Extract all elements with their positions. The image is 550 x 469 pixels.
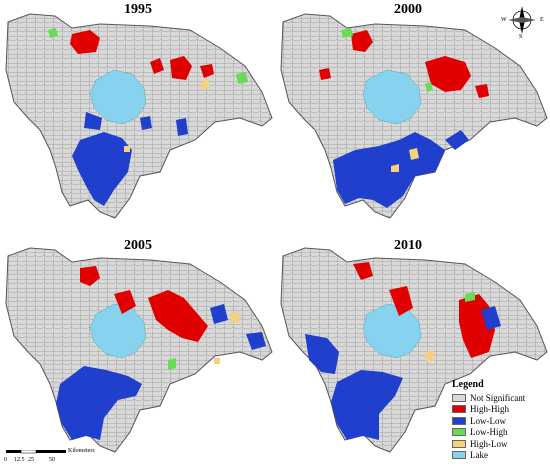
map-legend: Legend Not Significant High-High Low-Low… [452,379,548,461]
legend-swatch [452,439,466,448]
legend-label: Lake [470,450,488,461]
panel-year-label: 2005 [124,238,152,253]
map-panel-2010: 2010 [275,234,550,468]
legend-item-lake: Lake [452,450,548,462]
low-high-clusters [341,28,433,92]
study-area-outline [5,247,273,453]
high-high-clusters [80,266,208,342]
scale-tick-1: 12.5 [14,457,25,463]
panel-year-label: 2000 [394,2,422,17]
legend-item-low-low: Low-Low [452,415,548,427]
legend-label: Low-High [470,427,508,438]
compass-n-label: N [519,0,523,2]
high-high-clusters [70,30,214,80]
study-area-outline [280,13,548,219]
low-high-clusters [48,28,248,84]
low-low-clusters [56,304,266,440]
scale-bar: 0 12.5 25 50 Kilometers [4,448,124,468]
compass-e-label: E [540,17,544,23]
panel-year-label: 2010 [394,238,422,253]
lake [362,69,422,125]
high-high-clusters [319,30,489,98]
low-high-clusters [465,292,475,302]
scale-tick-2: 25 [28,457,34,463]
legend-swatch [452,405,466,414]
legend-label: High-High [470,404,509,415]
high-low-clusters [425,350,435,362]
scale-unit: Kilometers [68,448,95,454]
compass-w-label: W [501,17,507,23]
high-low-clusters [124,80,210,152]
low-low-clusters [305,306,501,440]
map-panel-1995: 1995 [0,0,275,234]
compass-rose-icon [508,6,536,34]
legend-swatch [452,393,466,402]
legend-label: High-Low [470,438,508,449]
region-map [5,247,273,453]
high-low-clusters [214,312,240,364]
legend-label: Low-Low [470,415,506,426]
low-low-clusters [72,112,188,206]
scale-bar-graphic [6,450,66,454]
study-area-outline [5,13,273,219]
legend-item-not-significant: Not Significant [452,392,548,404]
legend-item-high-high: High-High [452,404,548,416]
region-map [5,13,273,219]
legend-swatch [452,428,466,437]
high-low-clusters [391,148,419,172]
legend-item-high-low: High-Low [452,438,548,450]
compass-s-label: S [519,34,523,40]
panel-year-label: 1995 [124,2,152,17]
scale-tick-3: 50 [49,457,55,463]
legend-item-low-high: Low-High [452,427,548,439]
north-arrow: N S W E [501,0,544,40]
region-map [280,247,548,453]
legend-swatch [452,416,466,425]
low-high-clusters [168,358,176,370]
legend-title: Legend [452,379,484,390]
legend-label: Not Significant [470,392,526,403]
region-map [280,13,548,219]
lake [89,69,147,125]
map-panel-2005: 2005 [0,234,275,468]
scale-tick-0: 0 [4,457,7,463]
map-panel-2000: 2000 [275,0,550,234]
legend-swatch [452,451,466,460]
